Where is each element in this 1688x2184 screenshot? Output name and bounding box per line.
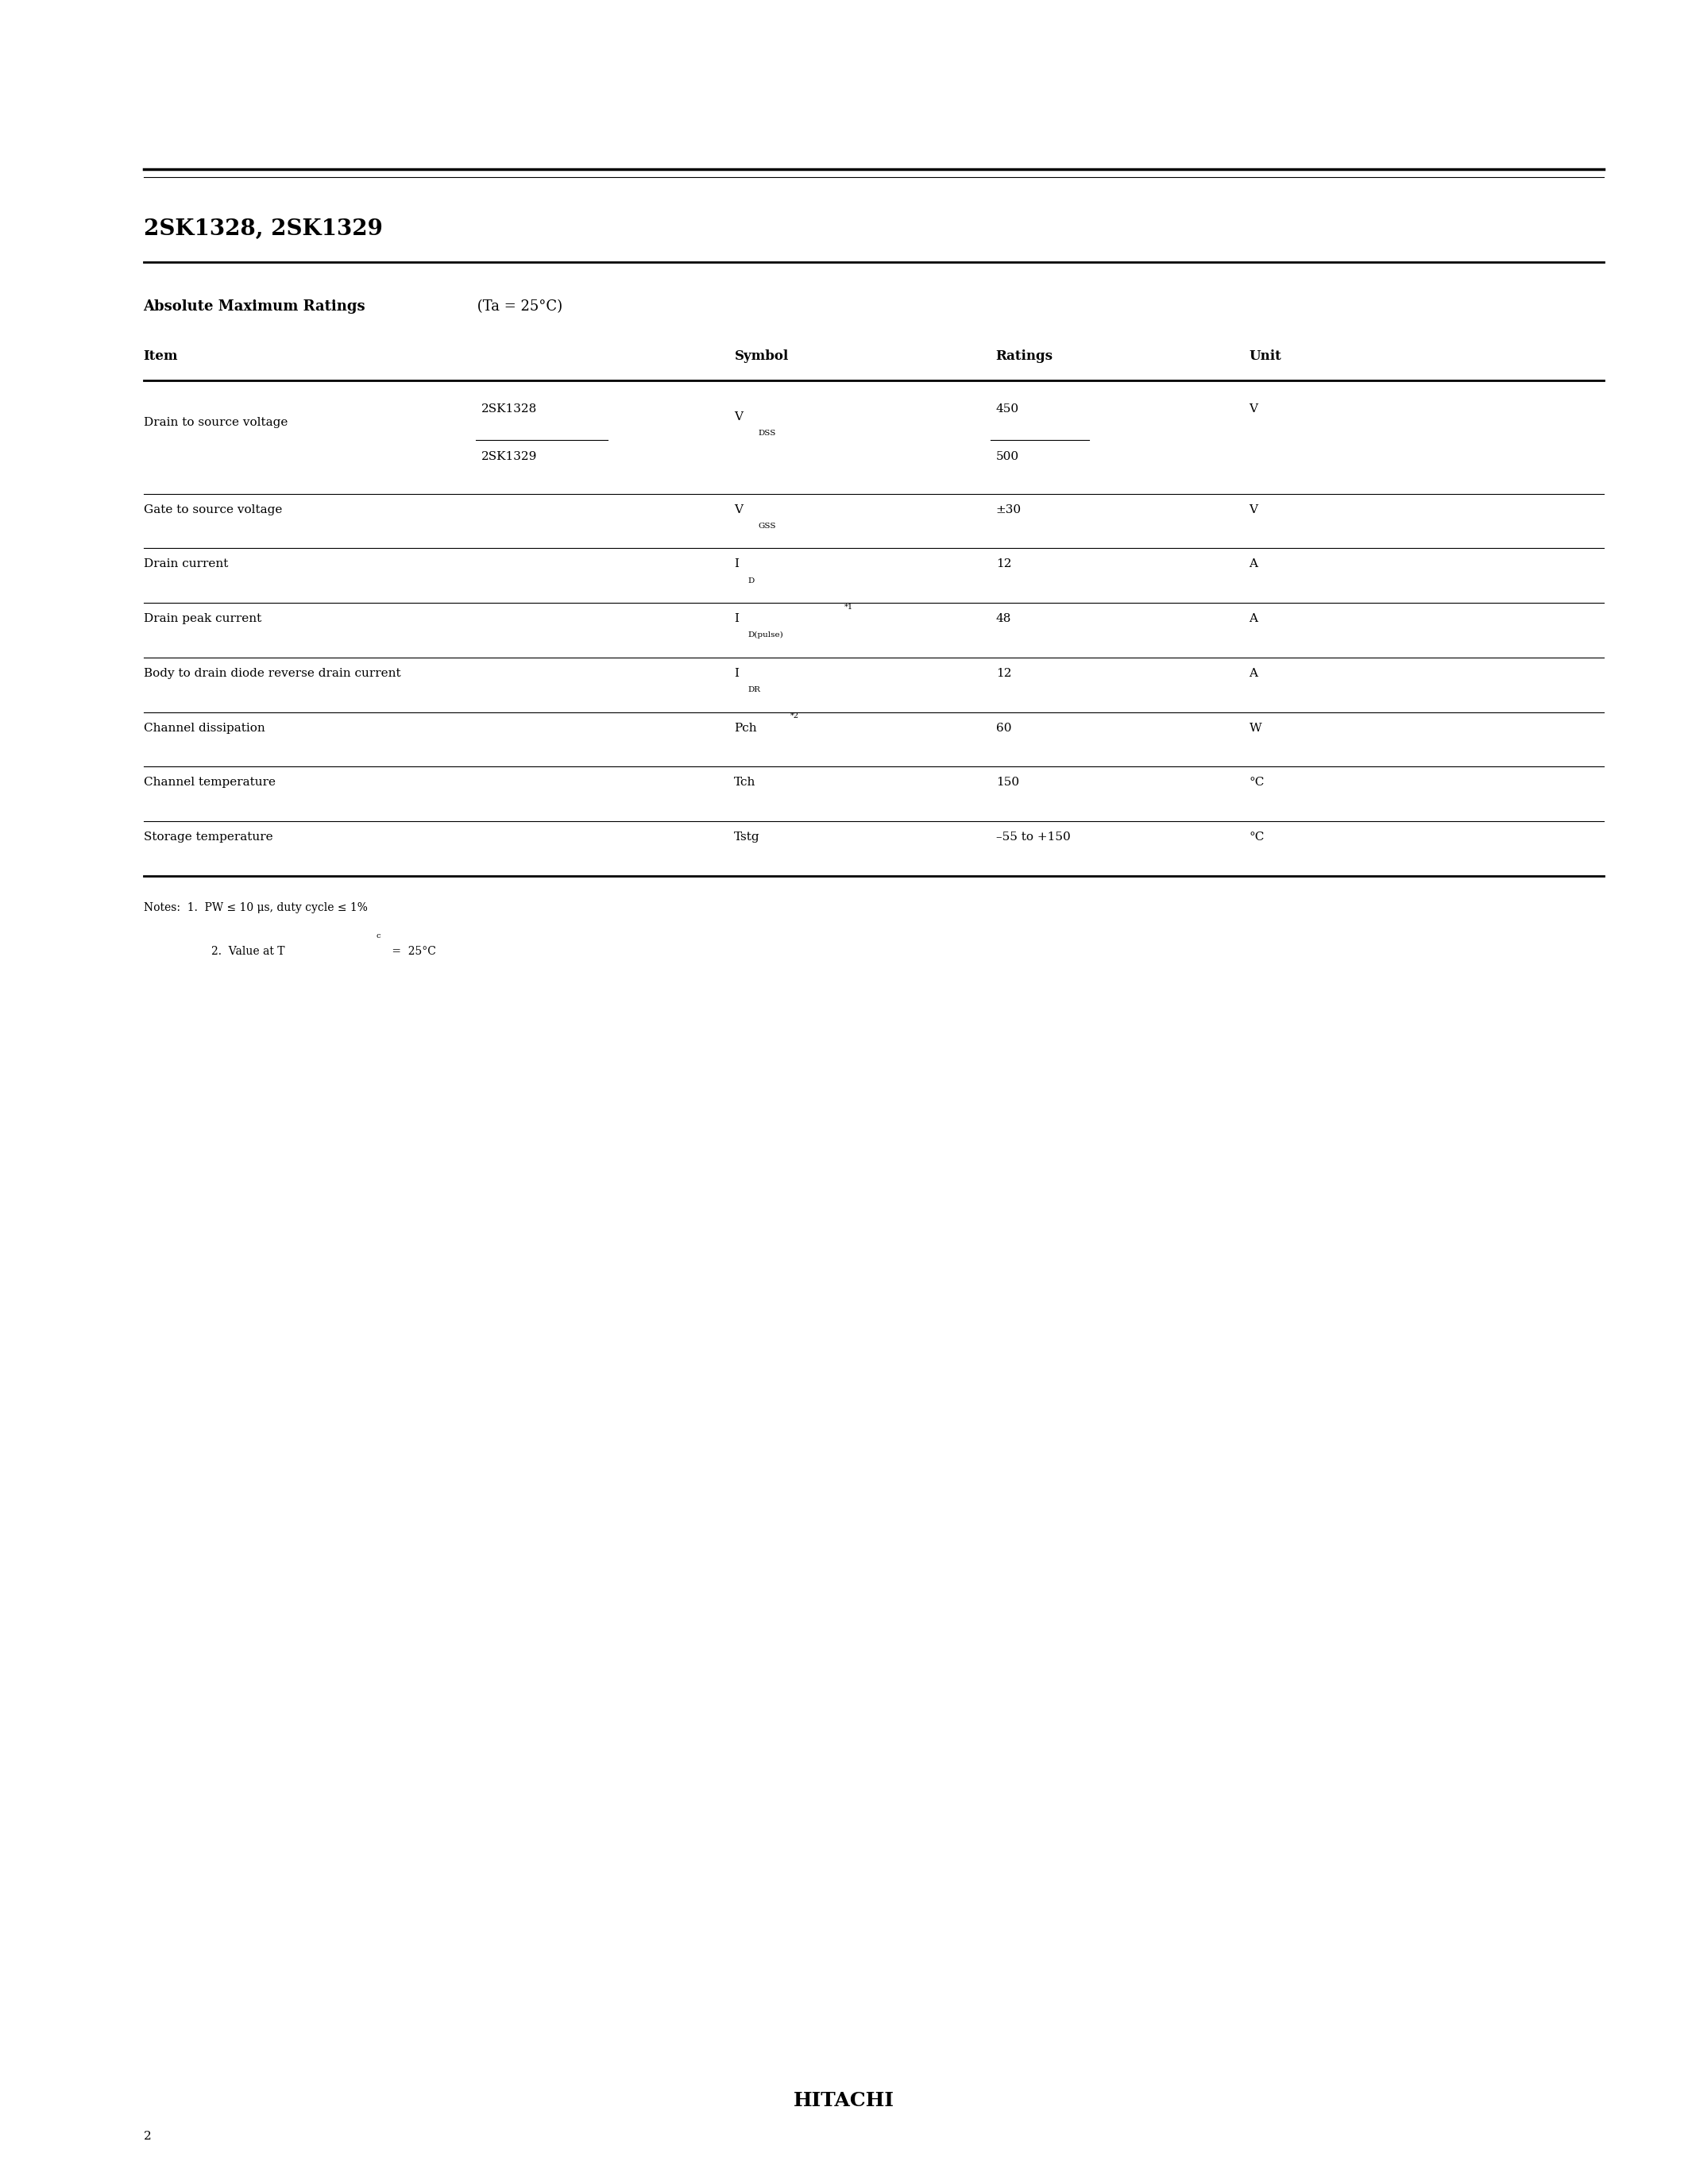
Text: Notes:  1.  PW ≤ 10 μs, duty cycle ≤ 1%: Notes: 1. PW ≤ 10 μs, duty cycle ≤ 1% xyxy=(143,902,368,913)
Text: *1: *1 xyxy=(844,603,852,609)
Text: Drain peak current: Drain peak current xyxy=(143,614,262,625)
Text: DSS: DSS xyxy=(758,430,776,437)
Text: DR: DR xyxy=(748,686,761,692)
Text: Drain to source voltage: Drain to source voltage xyxy=(143,417,287,428)
Text: ±30: ±30 xyxy=(996,505,1021,515)
Text: 150: 150 xyxy=(996,778,1020,788)
Text: Symbol: Symbol xyxy=(734,349,788,363)
Text: c: c xyxy=(376,933,381,939)
Text: A: A xyxy=(1249,614,1258,625)
Text: 12: 12 xyxy=(996,668,1011,679)
Text: °C: °C xyxy=(1249,832,1264,843)
Text: 12: 12 xyxy=(996,559,1011,570)
Text: 2SK1328, 2SK1329: 2SK1328, 2SK1329 xyxy=(143,218,383,240)
Text: °C: °C xyxy=(1249,778,1264,788)
Text: Drain current: Drain current xyxy=(143,559,228,570)
Text: 2SK1329: 2SK1329 xyxy=(481,452,537,463)
Text: V: V xyxy=(734,505,743,515)
Text: I: I xyxy=(734,559,739,570)
Text: D(pulse): D(pulse) xyxy=(748,631,783,638)
Text: Tstg: Tstg xyxy=(734,832,760,843)
Text: –55 to +150: –55 to +150 xyxy=(996,832,1070,843)
Text: 450: 450 xyxy=(996,404,1020,415)
Text: Pch: Pch xyxy=(734,723,756,734)
Text: (Ta = 25°C): (Ta = 25°C) xyxy=(473,299,562,314)
Text: *2: *2 xyxy=(790,712,798,719)
Text: Channel temperature: Channel temperature xyxy=(143,778,275,788)
Text: HITACHI: HITACHI xyxy=(793,2092,895,2110)
Text: GSS: GSS xyxy=(758,522,776,529)
Text: V: V xyxy=(734,411,743,422)
Text: A: A xyxy=(1249,668,1258,679)
Text: I: I xyxy=(734,614,739,625)
Text: 2.  Value at T: 2. Value at T xyxy=(211,946,285,957)
Text: W: W xyxy=(1249,723,1261,734)
Text: V: V xyxy=(1249,404,1258,415)
Text: Unit: Unit xyxy=(1249,349,1281,363)
Text: 500: 500 xyxy=(996,452,1020,463)
Text: 48: 48 xyxy=(996,614,1011,625)
Text: Ratings: Ratings xyxy=(996,349,1053,363)
Text: Tch: Tch xyxy=(734,778,756,788)
Text: 2: 2 xyxy=(143,2129,152,2143)
Text: I: I xyxy=(734,668,739,679)
Text: Absolute Maximum Ratings: Absolute Maximum Ratings xyxy=(143,299,366,314)
Text: V: V xyxy=(1249,505,1258,515)
Text: Body to drain diode reverse drain current: Body to drain diode reverse drain curren… xyxy=(143,668,400,679)
Text: =  25°C: = 25°C xyxy=(388,946,436,957)
Text: Channel dissipation: Channel dissipation xyxy=(143,723,265,734)
Text: Gate to source voltage: Gate to source voltage xyxy=(143,505,282,515)
Text: Storage temperature: Storage temperature xyxy=(143,832,273,843)
Text: D: D xyxy=(748,577,755,583)
Text: A: A xyxy=(1249,559,1258,570)
Text: 2SK1328: 2SK1328 xyxy=(481,404,537,415)
Text: 60: 60 xyxy=(996,723,1011,734)
Text: Item: Item xyxy=(143,349,177,363)
